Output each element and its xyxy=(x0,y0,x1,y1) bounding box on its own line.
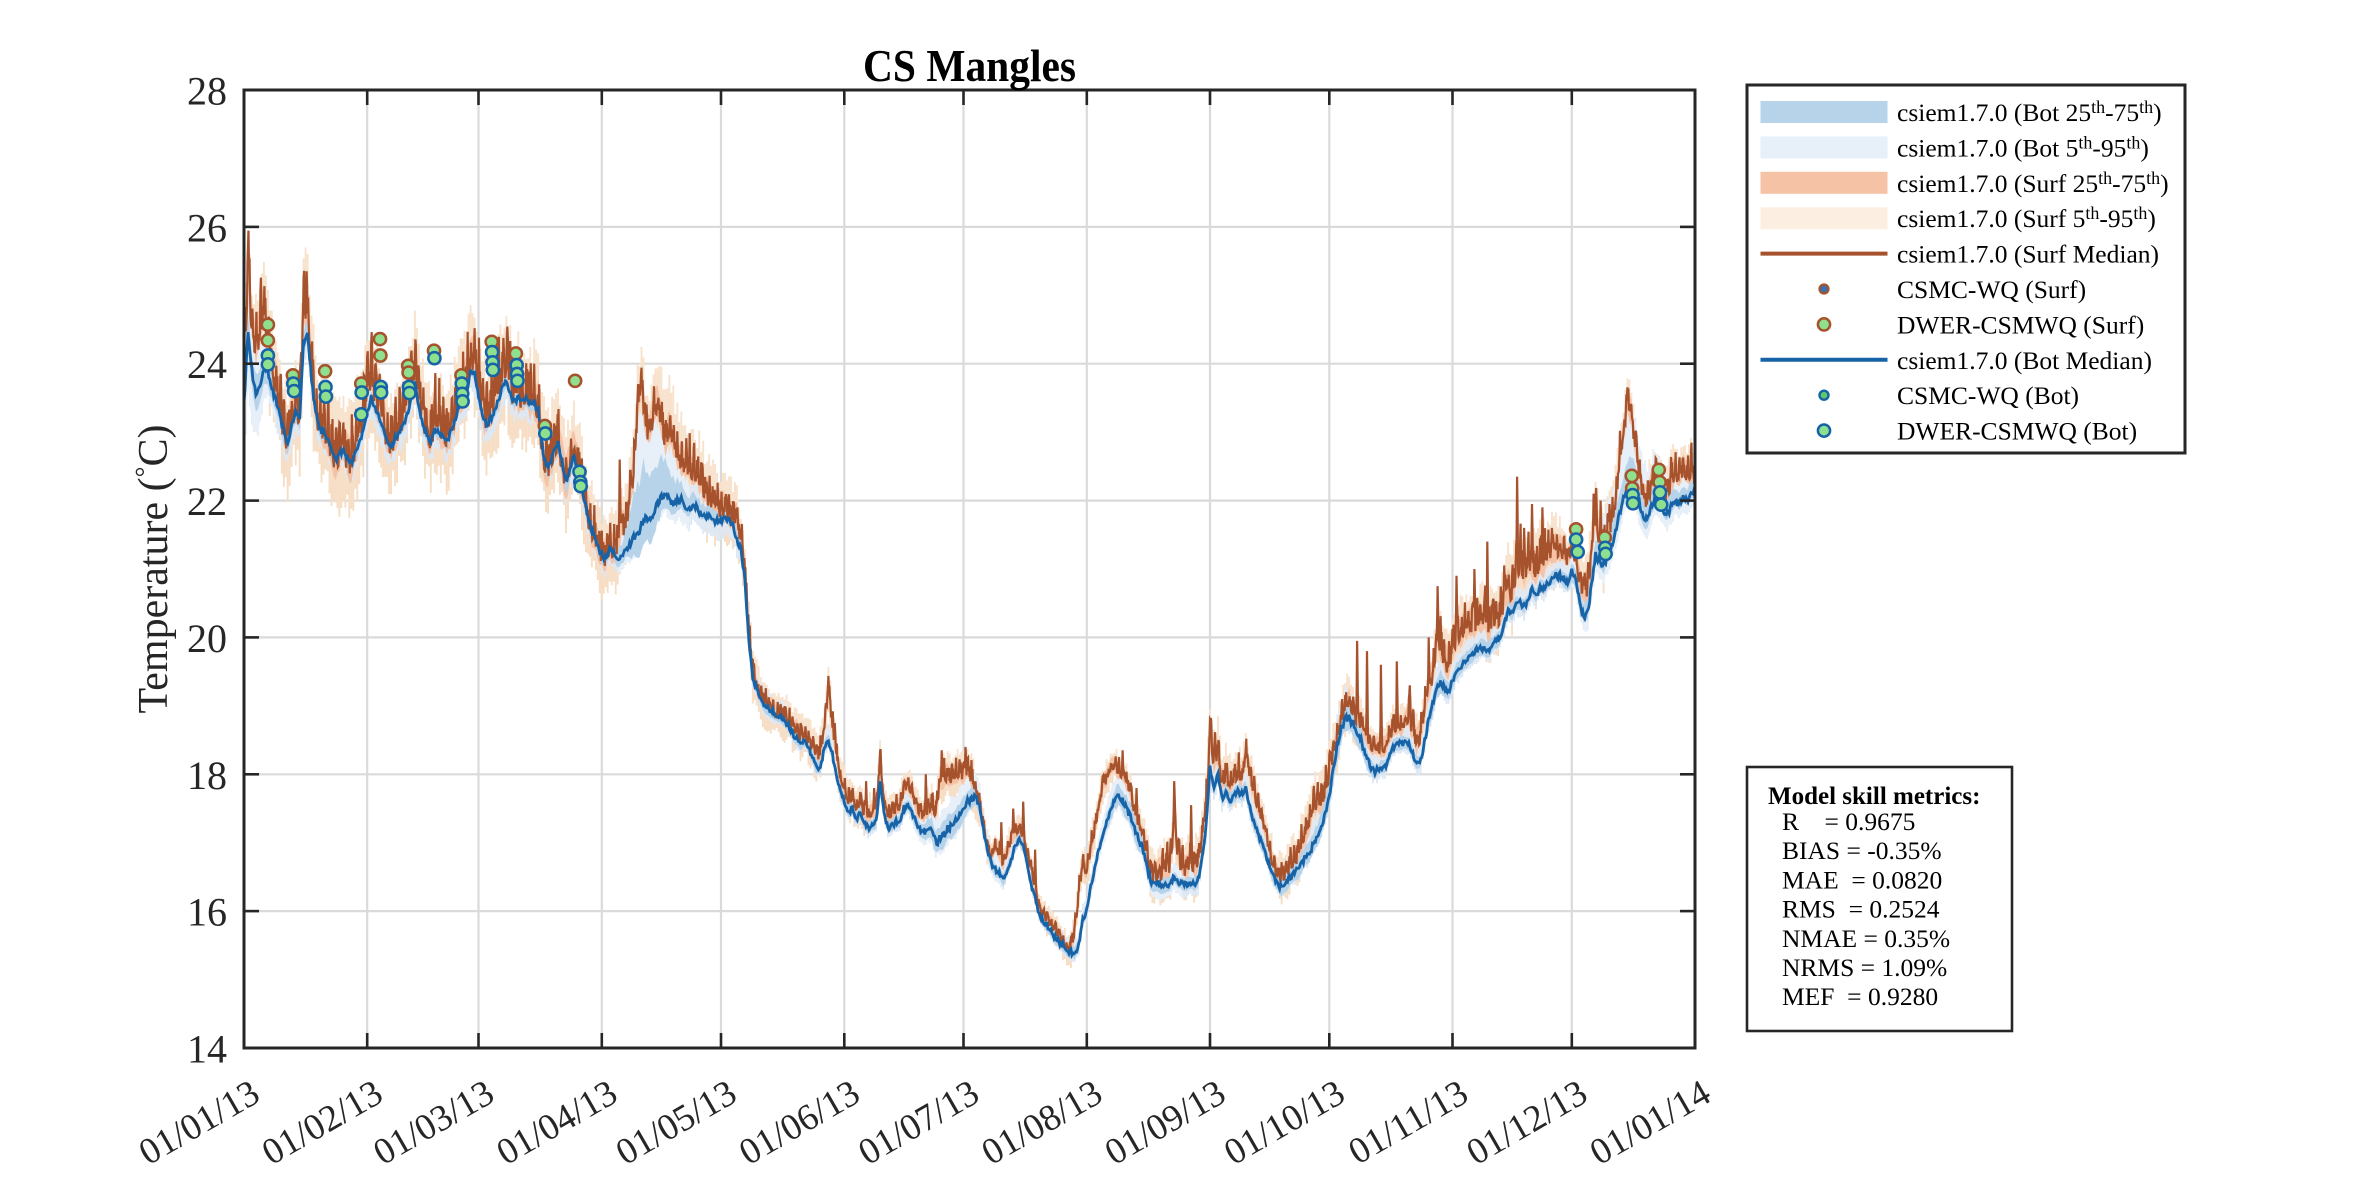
svg-text:csiem1.7.0 (Surf Median): csiem1.7.0 (Surf Median) xyxy=(1897,240,2159,269)
svg-text:R = 0.9675: R = 0.9675 xyxy=(1782,807,1915,836)
svg-text:24: 24 xyxy=(187,342,227,387)
svg-text:NMAE = 0.35%: NMAE = 0.35% xyxy=(1782,924,1950,953)
svg-text:BIAS = -0.35%: BIAS = -0.35% xyxy=(1782,836,1942,865)
svg-text:NRMS = 1.09%: NRMS = 1.09% xyxy=(1782,953,1947,982)
svg-text:16: 16 xyxy=(187,890,227,935)
svg-text:DWER-CSMWQ (Bot): DWER-CSMWQ (Bot) xyxy=(1897,417,2137,446)
svg-text:csiem1.7.0 (Bot Median): csiem1.7.0 (Bot Median) xyxy=(1897,346,2152,375)
svg-text:Model skill metrics:: Model skill metrics: xyxy=(1768,783,1980,810)
svg-text:MEF = 0.9280: MEF = 0.9280 xyxy=(1782,982,1938,1011)
svg-text:MAE = 0.0820: MAE = 0.0820 xyxy=(1782,865,1942,894)
svg-text:csiem1.7.0 (Surf 5th​-95th​): csiem1.7.0 (Surf 5th​-95th​) xyxy=(1897,203,2156,233)
svg-text:csiem1.7.0 (Bot 5th​-95th​): csiem1.7.0 (Bot 5th​-95th​) xyxy=(1897,132,2149,162)
svg-text:22: 22 xyxy=(187,479,227,524)
svg-text:14: 14 xyxy=(187,1027,227,1072)
svg-text:20: 20 xyxy=(187,616,227,661)
svg-text:CSMC-WQ (Bot): CSMC-WQ (Bot) xyxy=(1897,381,2079,410)
svg-text:28: 28 xyxy=(187,69,227,114)
svg-text:CSMC-WQ (Surf): CSMC-WQ (Surf) xyxy=(1897,275,2086,304)
svg-text:DWER-CSMWQ (Surf): DWER-CSMWQ (Surf) xyxy=(1897,310,2144,339)
svg-text:26: 26 xyxy=(187,205,227,250)
svg-text:csiem1.7.0 (Bot 25th​-75th​): csiem1.7.0 (Bot 25th​-75th​) xyxy=(1897,97,2162,127)
svg-text:RMS = 0.2524: RMS = 0.2524 xyxy=(1782,895,1940,924)
svg-text:18: 18 xyxy=(187,753,227,798)
svg-text:csiem1.7.0 (Surf 25th​-75th​): csiem1.7.0 (Surf 25th​-75th​) xyxy=(1897,168,2169,198)
svg-text:CS Mangles: CS Mangles xyxy=(863,40,1076,91)
